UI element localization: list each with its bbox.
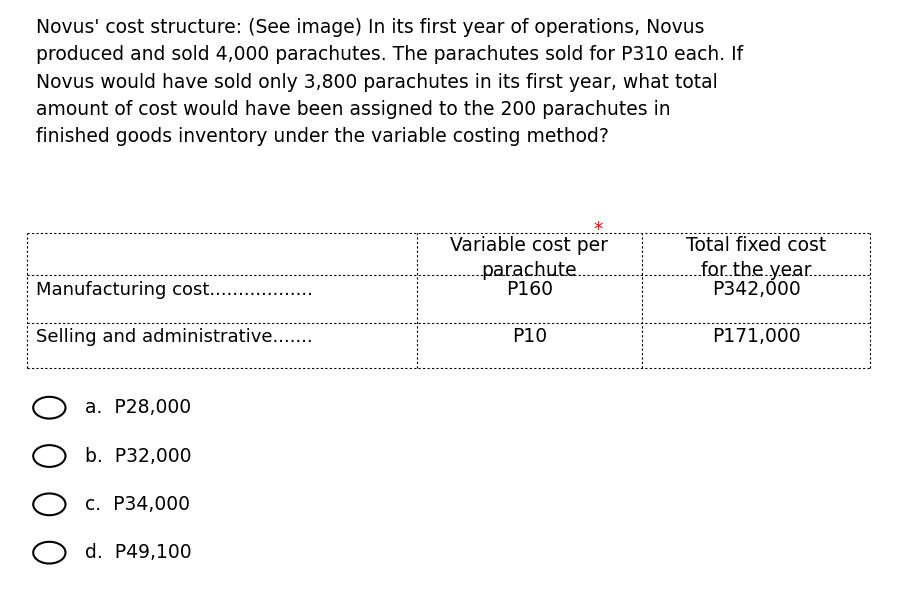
Text: c.  P34,000: c. P34,000 [85, 495, 190, 514]
Text: Variable cost per
parachute: Variable cost per parachute [450, 236, 607, 280]
Text: P342,000: P342,000 [711, 280, 800, 300]
Text: P10: P10 [511, 327, 547, 346]
Text: P171,000: P171,000 [711, 327, 800, 346]
Text: Selling and administrative.......: Selling and administrative....... [36, 328, 312, 345]
Text: a.  P28,000: a. P28,000 [85, 398, 191, 417]
Text: *: * [587, 220, 602, 239]
Text: Total fixed cost
for the year: Total fixed cost for the year [686, 236, 825, 280]
Text: b.  P32,000: b. P32,000 [85, 446, 191, 466]
Text: P160: P160 [505, 280, 552, 300]
Text: d.  P49,100: d. P49,100 [85, 543, 192, 562]
Text: Manufacturing cost..................: Manufacturing cost.................. [36, 281, 312, 299]
Text: Novus' cost structure: (See image) In its first year of operations, Novus
produc: Novus' cost structure: (See image) In it… [36, 18, 743, 146]
